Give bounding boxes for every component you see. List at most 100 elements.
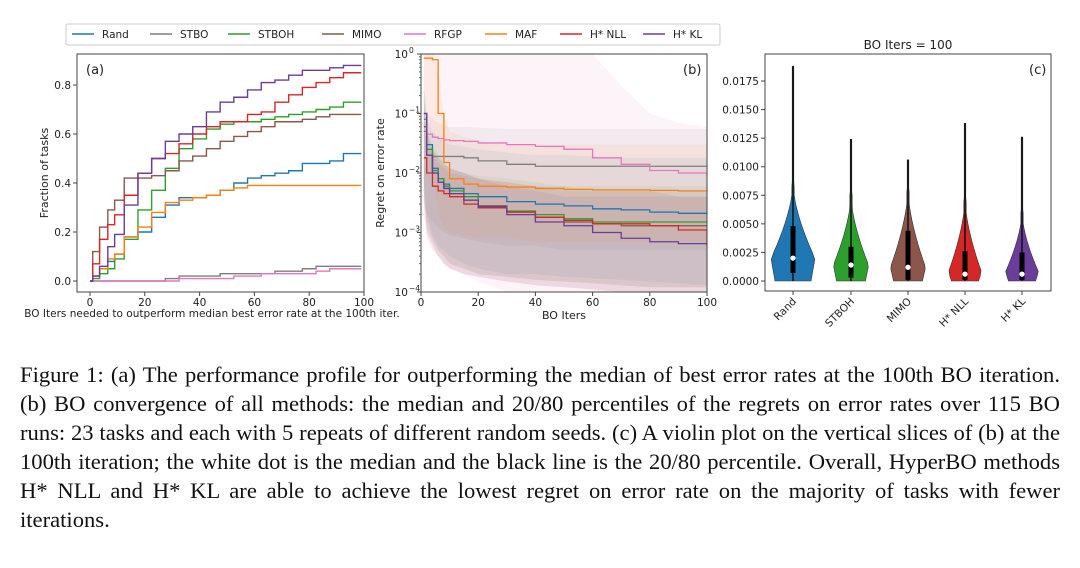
legend-entry-rand: Rand <box>72 29 129 41</box>
violin-median-dot <box>905 264 911 270</box>
panel-b-band-h-kl <box>423 95 707 292</box>
panel-c-xtick-label: H* NLL <box>937 296 971 330</box>
panel-b-line-maf <box>423 57 707 192</box>
panel-b-line-rand <box>423 112 707 215</box>
panel-a-xtick-label: 20 <box>138 297 151 309</box>
figure: Rand STBO STBOH MIMO RFGP MAF H* NLL H* KL (a) … <box>24 23 1052 330</box>
panel-b-band-rfgp <box>423 54 707 292</box>
panel-c-title: BO Iters = 100 <box>864 38 953 52</box>
legend-frame <box>65 23 721 46</box>
panel-b-line-h-nll <box>423 157 707 246</box>
panel-b-line-rfgp <box>423 112 707 178</box>
violin-h-nll <box>948 122 982 282</box>
panel-a-ytick-label: 0.0 <box>54 276 71 288</box>
violin-median-dot <box>962 271 968 277</box>
panel-a-ytick-label: 0.4 <box>54 178 71 190</box>
panel-c-label: (c) <box>1029 63 1046 78</box>
panel-b-ytick-exponent: −2 <box>409 165 420 174</box>
legend-entry-h-kl: H* KL <box>643 29 702 41</box>
panel-a-line-maf <box>90 184 362 282</box>
panel-b-xtick-label: 20 <box>472 297 485 309</box>
legend-label: MIMO <box>352 29 381 41</box>
panel-b-band-stbo <box>423 85 707 251</box>
panel-a-xlabel: BO Iters needed to outperform median bes… <box>24 308 399 320</box>
violin-median-dot <box>790 255 796 261</box>
legend-entry-h-nll: H* NLL <box>560 29 626 41</box>
panel-a-xtick-label: 100 <box>354 297 374 309</box>
panel-b-ytick-label: 10 <box>395 168 408 180</box>
legend-label: RFGP <box>434 29 462 41</box>
panel-b-band-rand <box>423 85 707 286</box>
panel-b-xtick-label: 100 <box>697 297 717 309</box>
panel-a-line-h-kl <box>90 64 362 282</box>
panel-a-xtick-label: 80 <box>303 297 316 309</box>
panel-b-ytick-label: 10 <box>395 228 408 240</box>
legend-label: STBOH <box>258 29 294 41</box>
panel-b-band-maf <box>423 54 707 242</box>
legend-label: H* KL <box>673 29 702 41</box>
panel-a-ytick-label: 0.2 <box>54 227 71 239</box>
legend-label: H* NLL <box>590 29 626 41</box>
panel-b-ytick-exponent: −1 <box>409 106 420 115</box>
panel-a-label: (a) <box>86 63 104 78</box>
panel-b-ytick-exponent: −3 <box>409 225 420 234</box>
panel-c-xtick-label: MIMO <box>885 296 914 325</box>
panel-c-ytick-label: 0.0150 <box>722 105 759 117</box>
panel-b-ylabel: Regret on error rate <box>374 118 387 228</box>
panel-c-ytick-label: 0.0100 <box>722 162 759 174</box>
panel-c-violin: BO Iters = 100 (c) Rand STBOH MIMO H* NLL H*… <box>722 38 1052 330</box>
panel-c-xtick-label: Rand <box>772 296 799 323</box>
legend-entry-stbo: STBO <box>150 29 208 41</box>
panel-b-label: (b) <box>683 63 701 78</box>
panel-a-line-rfgp <box>90 268 362 282</box>
panel-b-band-stboh <box>423 95 707 288</box>
panel-a-line-mimo <box>90 113 362 282</box>
panel-b-line-h-kl <box>423 112 707 246</box>
panel-c-ytick-label: 0.0075 <box>722 190 759 202</box>
panel-a-ylabel: Fraction of tasks <box>38 128 51 219</box>
panel-b-ytick-label: 10 <box>395 109 408 121</box>
panel-c-ytick-label: 0.0125 <box>722 133 759 145</box>
panel-c-ytick-label: 0.0050 <box>722 219 759 231</box>
panel-b-xtick-label: 80 <box>643 297 656 309</box>
panel-c-ytick-label: 0.0000 <box>722 276 759 288</box>
panel-b-ytick-label: 10 <box>395 287 408 299</box>
legend-entry-stboh: STBOH <box>228 29 294 41</box>
panel-a-performance-profile: (a) 0 20 40 60 80 100 0.0 0.2 0.4 0.6 0.8 BO Iter… <box>24 53 400 320</box>
legend-label: MAF <box>515 29 537 41</box>
panel-b-xtick-label: 0 <box>418 297 425 309</box>
panel-c-ytick-label: 0.0025 <box>722 247 759 259</box>
panel-a-line-h-nll <box>90 72 362 282</box>
panel-b-ytick-label: 10 <box>395 49 408 61</box>
panel-a-line-stboh <box>90 101 362 282</box>
panel-b-xlabel: BO Iters <box>542 309 586 322</box>
panel-a-ytick-label: 0.6 <box>54 129 71 141</box>
violin-h-kl <box>1005 136 1039 282</box>
violin-rand <box>770 65 816 282</box>
panel-b-xtick-label: 60 <box>586 297 599 309</box>
panel-a-xtick-label: 40 <box>193 297 206 309</box>
panel-a-line-rand <box>90 152 362 282</box>
panel-c-xtick-label: H* KL <box>999 296 1028 325</box>
violin-median-dot <box>1019 271 1025 277</box>
panel-b-band-mimo <box>423 95 707 288</box>
legend-label: Rand <box>102 29 129 41</box>
violin-median-dot <box>848 262 854 268</box>
legend-label: STBO <box>180 29 208 41</box>
panel-a-axes-frame <box>76 53 365 293</box>
legend: Rand STBO STBOH MIMO RFGP MAF H* NLL H* KL <box>65 23 721 46</box>
panel-b-xtick-label: 40 <box>529 297 542 309</box>
panel-c-xtick-label: STBOH <box>823 296 857 330</box>
panel-a-xtick-label: 0 <box>87 297 94 309</box>
panel-b-ytick-exponent: −4 <box>409 284 420 293</box>
panel-a-ytick-label: 0.8 <box>54 80 71 92</box>
legend-entry-rfgp: RFGP <box>404 29 462 41</box>
violin-stboh <box>833 138 869 282</box>
violin-mimo <box>890 159 926 282</box>
panel-a-xtick-label: 60 <box>248 297 261 309</box>
panel-b-ytick-exponent: 0 <box>409 46 414 55</box>
panel-c-ytick-label: 0.0175 <box>722 76 759 88</box>
figure-caption: Figure 1: (a) The performance profile fo… <box>20 362 1060 532</box>
legend-entry-maf: MAF <box>485 29 537 41</box>
